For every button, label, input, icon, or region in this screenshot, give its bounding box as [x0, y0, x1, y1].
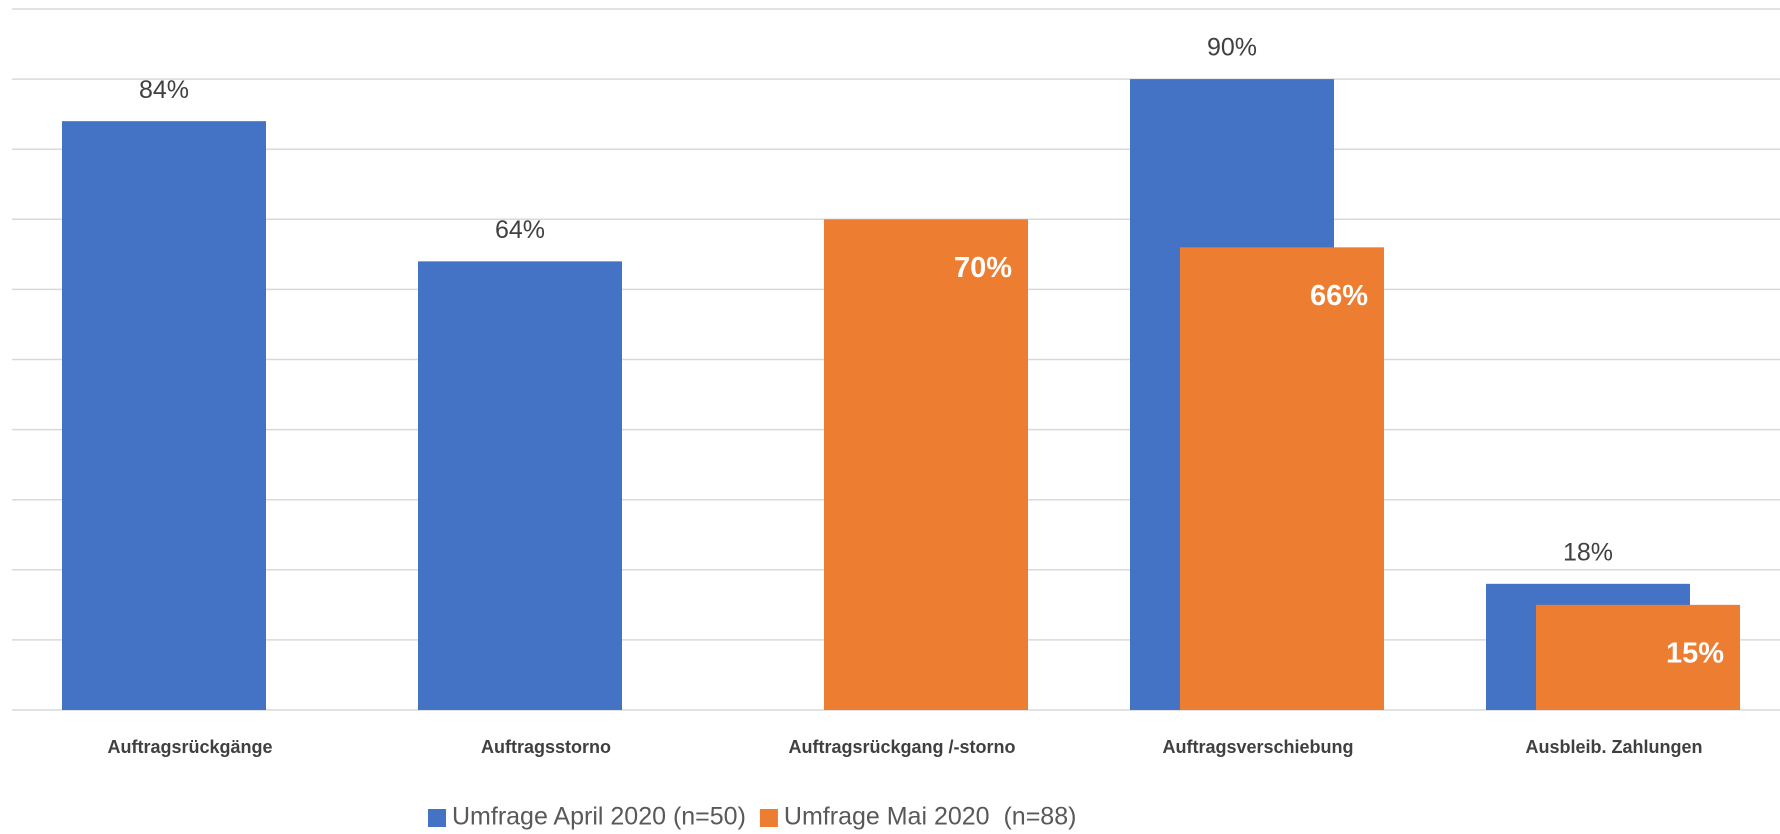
- x-tick-label: Ausbleib. Zahlungen: [1525, 737, 1702, 757]
- data-label: 64%: [495, 216, 545, 244]
- x-tick-label: Auftragsstorno: [481, 737, 611, 757]
- bar: [824, 219, 1028, 711]
- bar: [62, 121, 266, 710]
- data-label: 84%: [139, 76, 189, 104]
- bar: [418, 261, 622, 710]
- x-tick-label: Auftragsrückgänge: [107, 737, 272, 757]
- x-tick-label: Auftragsrückgang /-storno: [788, 737, 1015, 757]
- legend-label: Umfrage Mai 2020 (n=88): [784, 803, 1077, 831]
- data-label: 90%: [1207, 34, 1257, 62]
- data-label: 66%: [1310, 280, 1368, 312]
- legend-swatch: [759, 809, 778, 827]
- bar: [1536, 604, 1740, 710]
- bar: [1180, 247, 1384, 710]
- data-label: 15%: [1666, 638, 1724, 670]
- legend-swatch: [428, 809, 446, 827]
- legend-label: Umfrage April 2020 (n=50): [452, 803, 746, 831]
- data-label: 18%: [1563, 538, 1613, 566]
- data-label: 70%: [954, 252, 1012, 284]
- x-tick-label: Auftragsverschiebung: [1162, 737, 1353, 757]
